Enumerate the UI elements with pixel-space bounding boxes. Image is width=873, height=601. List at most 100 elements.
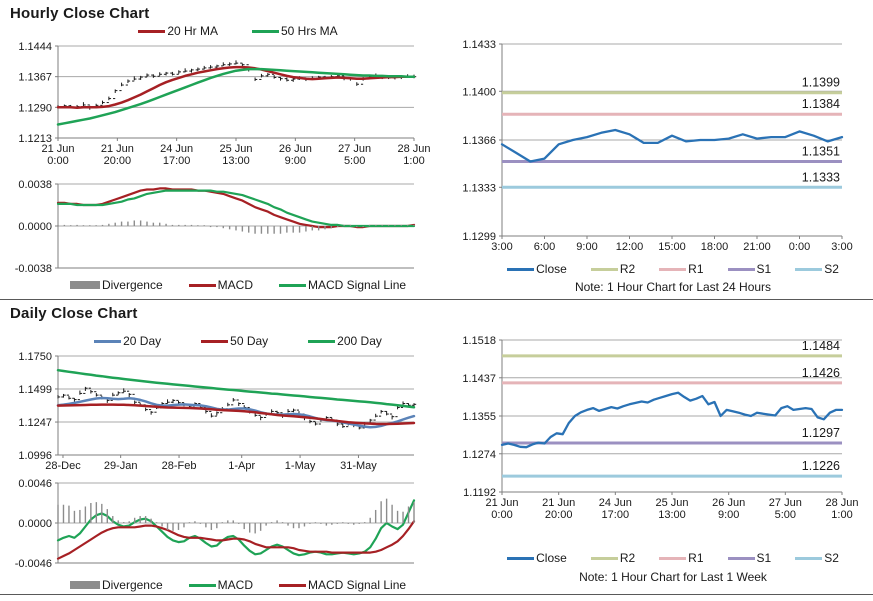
svg-text:9:00: 9:00 — [285, 155, 306, 167]
legend-item-r1: R1 — [659, 551, 704, 565]
legend-label: MACD Signal Line — [308, 578, 407, 592]
legend-label: MACD Signal Line — [308, 278, 407, 292]
svg-text:0.0038: 0.0038 — [18, 179, 52, 191]
svg-text:3:00: 3:00 — [491, 241, 512, 253]
legend-label: Close — [536, 262, 567, 276]
svg-text:-0.0046: -0.0046 — [15, 558, 52, 570]
line-swatch — [727, 556, 755, 560]
legend-item-s2: S2 — [795, 262, 839, 276]
hourly-pivot-legend: Close R2 R1 S1 S2 — [438, 262, 868, 276]
legend-item-close: Close — [507, 262, 567, 276]
legend-item-50day: 50 Day — [201, 334, 268, 348]
svg-text:0:00: 0:00 — [491, 509, 512, 521]
section-separator — [0, 299, 873, 300]
legend-item-r1: R1 — [659, 262, 704, 276]
line-swatch — [252, 29, 279, 33]
svg-text:1.1333: 1.1333 — [802, 170, 840, 184]
svg-text:1.1226: 1.1226 — [802, 459, 840, 473]
legend-item-s1: S1 — [727, 262, 771, 276]
legend-label: R1 — [688, 551, 704, 565]
svg-text:26 Jun: 26 Jun — [279, 143, 312, 155]
weekly-pivot-note: Note: 1 Hour Chart for Last 1 Week — [579, 570, 767, 584]
line-swatch — [279, 583, 306, 587]
line-swatch — [590, 267, 618, 271]
svg-text:28-Feb: 28-Feb — [162, 460, 197, 472]
svg-text:1.1384: 1.1384 — [802, 97, 840, 111]
legend-item-s2: S2 — [795, 551, 839, 565]
svg-text:5:00: 5:00 — [775, 509, 796, 521]
line-swatch — [94, 339, 122, 343]
legend-item-200day: 200 Day — [308, 334, 382, 348]
svg-text:17:00: 17:00 — [163, 155, 191, 167]
hourly-pivot-note: Note: 1 Hour Chart for Last 24 Hours — [574, 280, 772, 294]
daily-price-legend: 20 Day 50 Day 200 Day — [10, 334, 422, 348]
legend-label: Divergence — [101, 278, 163, 292]
line-swatch — [188, 283, 216, 287]
bar-swatch — [69, 281, 100, 289]
svg-text:28-Dec: 28-Dec — [45, 460, 81, 472]
legend-label: Divergence — [101, 578, 163, 592]
line-swatch — [727, 267, 755, 271]
svg-text:17:00: 17:00 — [602, 509, 630, 521]
svg-text:15:00: 15:00 — [658, 241, 686, 253]
svg-text:0.0000: 0.0000 — [18, 221, 52, 233]
legend-item-20day: 20 Day — [94, 334, 161, 348]
svg-text:0.0000: 0.0000 — [18, 518, 52, 530]
svg-text:1.1351: 1.1351 — [802, 144, 840, 158]
bar-swatch — [69, 581, 100, 589]
svg-text:1.1399: 1.1399 — [802, 76, 840, 90]
svg-text:1.1750: 1.1750 — [18, 351, 52, 363]
legend-item-macd-signal: MACD Signal Line — [279, 278, 406, 292]
legend-item-s1: S1 — [727, 551, 771, 565]
svg-text:0:00: 0:00 — [47, 155, 68, 167]
line-swatch — [138, 29, 166, 33]
hourly-macd-chart: 0.0038 0.0000 -0.0038 — [15, 179, 416, 275]
svg-text:1.1437: 1.1437 — [462, 373, 496, 385]
line-swatch — [201, 339, 229, 343]
svg-text:1.1355: 1.1355 — [462, 411, 496, 423]
svg-text:29-Jan: 29-Jan — [104, 460, 138, 472]
svg-text:28 Jun: 28 Jun — [825, 497, 858, 509]
legend-item-r2: R2 — [590, 262, 635, 276]
svg-text:1.1274: 1.1274 — [462, 449, 496, 461]
legend-label: 50 Hrs MA — [281, 24, 338, 38]
legend-label: R1 — [688, 262, 704, 276]
legend-label: 200 Day — [337, 334, 382, 348]
legend-label: 20 Day — [123, 334, 162, 348]
svg-text:1:00: 1:00 — [831, 509, 852, 521]
weekly-pivot-legend: Close R2 R1 S1 S2 — [438, 551, 868, 565]
svg-text:21 Jun: 21 Jun — [101, 143, 134, 155]
svg-text:1-Apr: 1-Apr — [228, 460, 255, 472]
hourly-price-legend: 20 Hr MA 50 Hrs MA — [10, 24, 422, 38]
svg-text:21 Jun: 21 Jun — [41, 143, 74, 155]
svg-text:1.0996: 1.0996 — [18, 450, 52, 462]
svg-text:5:00: 5:00 — [344, 155, 365, 167]
legend-label: Close — [536, 551, 567, 565]
line-swatch — [659, 267, 687, 271]
svg-text:1.1247: 1.1247 — [18, 417, 52, 429]
svg-text:1-May: 1-May — [285, 460, 316, 472]
svg-text:1.1367: 1.1367 — [18, 72, 52, 84]
svg-text:21:00: 21:00 — [743, 241, 771, 253]
svg-text:26 Jun: 26 Jun — [712, 497, 745, 509]
legend-item-20hr-ma: 20 Hr MA — [138, 24, 218, 38]
line-swatch — [795, 267, 823, 271]
legend-label: S2 — [824, 551, 839, 565]
svg-text:1.1484: 1.1484 — [802, 339, 840, 353]
svg-text:1.1213: 1.1213 — [18, 133, 52, 145]
svg-text:13:00: 13:00 — [658, 509, 686, 521]
svg-text:27 Jun: 27 Jun — [338, 143, 371, 155]
legend-label: MACD — [217, 578, 253, 592]
svg-text:1.1299: 1.1299 — [462, 231, 496, 243]
legend-item-divergence: Divergence — [69, 578, 163, 592]
svg-text:3:00: 3:00 — [831, 241, 852, 253]
line-swatch — [507, 267, 535, 271]
svg-text:9:00: 9:00 — [576, 241, 597, 253]
svg-text:1.1333: 1.1333 — [462, 182, 496, 194]
legend-label: R2 — [619, 551, 636, 565]
legend-item-close: Close — [507, 551, 567, 565]
line-swatch — [659, 556, 687, 560]
